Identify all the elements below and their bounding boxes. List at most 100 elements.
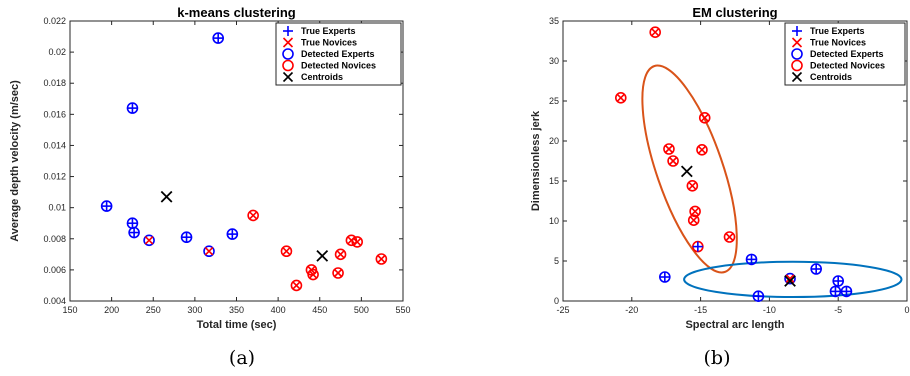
data-point [752,290,765,303]
y-axis-label: Average depth velocity (m/sec) [9,80,21,242]
detected-marker [689,205,701,218]
y-tick-label: 0.022 [43,16,66,26]
data-point [829,285,842,298]
y-tick-label: 0.014 [43,140,66,150]
detected-marker [290,279,303,292]
true-expert-marker [227,229,238,240]
y-tick-label: 0.008 [43,234,66,244]
data-point [692,240,704,253]
detected-marker [667,155,679,167]
y-tick-label: 35 [549,16,559,26]
detected-marker [351,236,364,248]
em-panel: -25 -20 -15 -10 -5 0 0 5 10 15 20 25 30 35 EM clusteri… [530,5,910,331]
detected-marker [698,112,711,124]
data-point [840,285,853,298]
legend-label: Detected Experts [301,49,375,59]
y-tick-label: 30 [549,56,559,66]
chart-title: k-means clustering [177,5,296,20]
true-novice-marker [700,113,710,123]
true-expert-marker [659,272,670,282]
y-tick-label: 5 [554,256,559,266]
true-novice-marker [336,250,345,259]
data-point [614,92,627,104]
data-point [126,217,139,230]
data-point [280,245,293,258]
true-expert-marker [753,291,764,302]
true-expert-marker [746,254,757,265]
data-point [810,263,822,275]
detected-marker [280,245,293,258]
true-novice-marker [377,254,386,264]
true-expert-marker [213,33,224,44]
data-point [128,226,140,239]
true-expert-marker [101,201,112,212]
kmeans-panel: 150 200 250 300 350 400 450 500 550 0.004 0.006 0.0… [9,5,411,331]
true-novice-marker [144,236,154,245]
y-tick-label: 0.006 [43,265,66,275]
y-axis-label: Dimensionless jerk [530,110,542,211]
legend-label: True Novices [301,38,357,48]
data-point [723,231,736,243]
legend-circle-icon [791,59,803,72]
x-tick-label: 300 [187,305,202,315]
detected-marker [686,180,699,192]
x-tick-label: 0 [904,305,909,315]
x-tick-label: 200 [104,305,119,315]
detected-marker [307,268,319,281]
data-point [332,267,344,279]
detected-marker [614,92,627,104]
y-tick-label: 10 [549,216,559,226]
true-expert-marker [127,218,138,229]
legend-label: True Experts [301,26,356,36]
true-novice-marker [352,237,362,247]
detected-marker [247,209,259,222]
true-novice-marker [668,156,678,166]
legend-plus-icon [792,26,802,36]
detected-marker [334,248,347,261]
detected-marker [143,234,155,247]
data-point [696,144,708,156]
legend-label: True Novices [810,38,866,48]
data-point [290,279,303,292]
x-tick-label: -15 [694,305,707,315]
true-novice-marker [725,232,734,242]
true-novice-marker [785,274,795,283]
detected-marker [784,272,796,285]
y-tick-label: 0.018 [43,78,66,88]
legend-label: Detected Experts [810,49,884,59]
x-tick-label: -5 [834,305,842,315]
cluster-ellipse [641,64,738,274]
detected-marker [696,144,708,156]
true-novice-marker [248,211,258,220]
data-point [686,180,699,192]
centroid-marker [680,165,693,178]
x-tick-label: 450 [312,305,327,315]
legend-circle-icon [791,48,803,60]
legend-x-icon [791,37,803,48]
y-tick-label: 0.016 [43,109,66,119]
true-novice-marker [292,281,301,290]
legend-x-icon [282,71,294,83]
centroid-marker [316,250,329,262]
data-point [687,214,700,226]
true-expert-marker [841,286,852,297]
data-point [667,155,679,167]
legend-x-icon [791,71,803,83]
detected-marker [203,245,215,258]
legend-label: Detected Novices [301,61,376,71]
data-point [307,268,319,281]
x-tick-label: 500 [354,305,369,315]
legend-label: Detected Novices [810,61,885,71]
x-tick-label: 350 [229,305,244,315]
true-expert-marker [129,227,140,238]
y-tick-label: 0.012 [43,172,66,182]
true-novice-marker [616,93,626,103]
true-expert-marker [127,103,138,114]
data-point [180,231,193,244]
data-point [832,275,845,287]
data-point [659,271,671,283]
centroid-marker [784,275,796,287]
legend-box [784,22,906,86]
x-tick-label: -25 [556,305,569,315]
